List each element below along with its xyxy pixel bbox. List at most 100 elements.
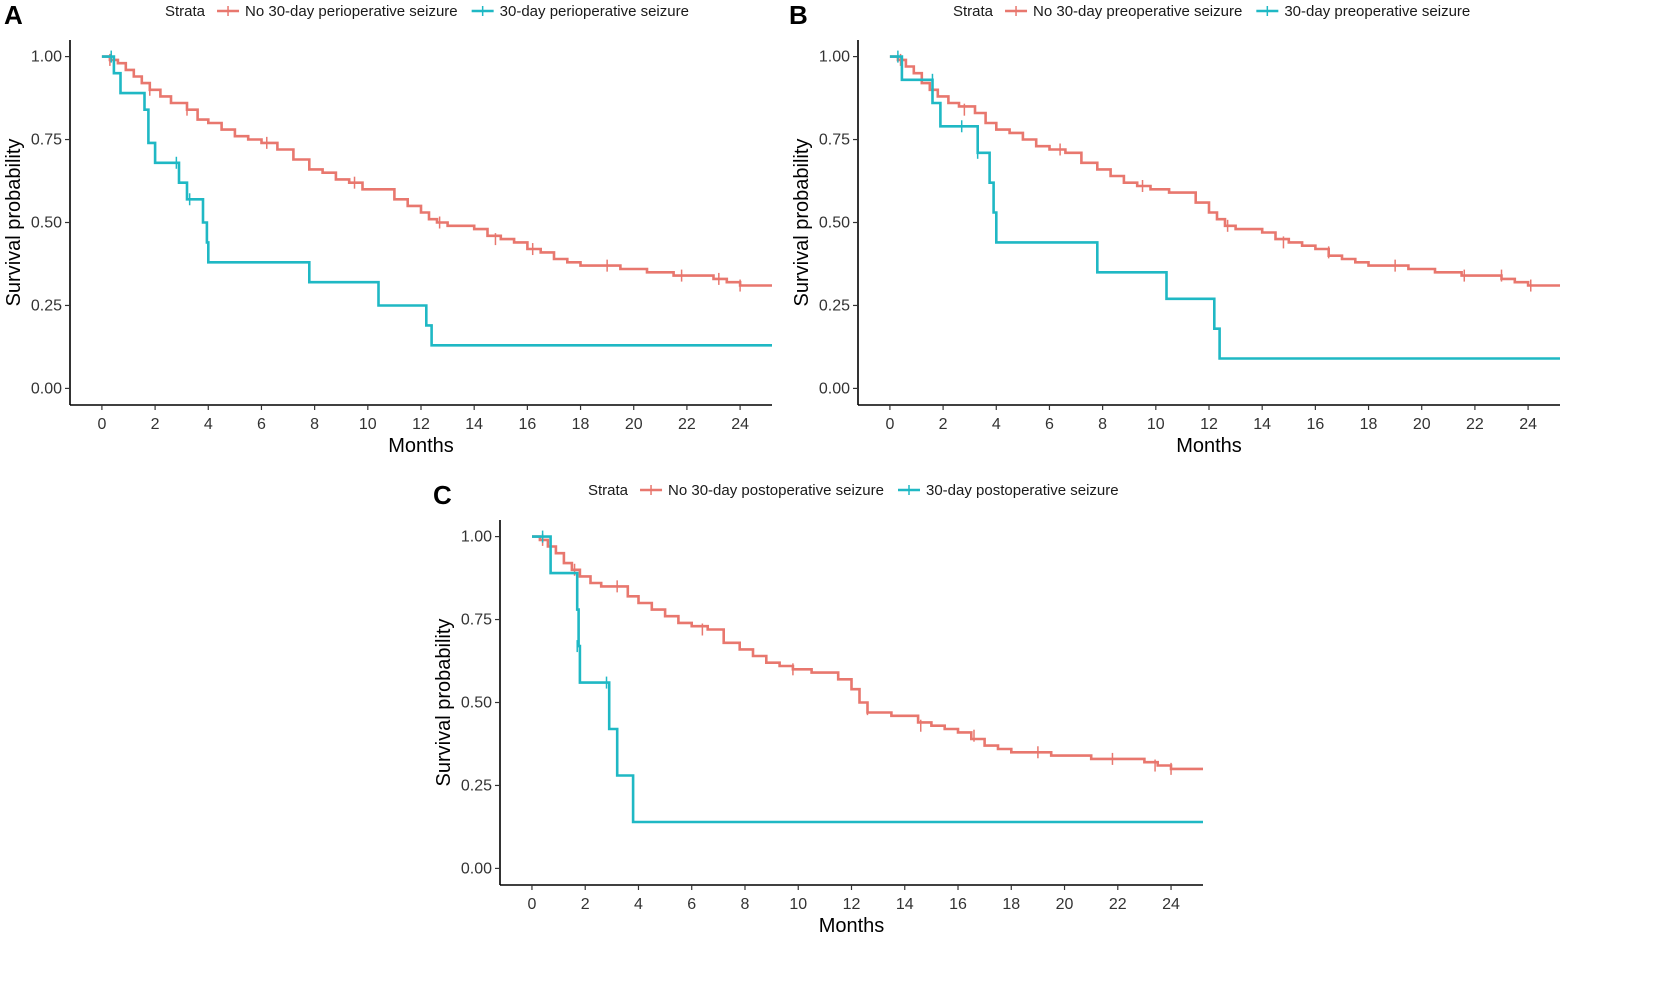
survival-curve [889,55,1560,287]
x-tick-label: 10 [1147,416,1165,433]
survival-curve [101,55,772,287]
y-tick-label: 0.75 [31,132,62,149]
y-tick-label: 0.50 [819,215,850,232]
x-tick-label: 18 [572,416,590,433]
y-axis-title: Survival probability [3,139,25,307]
legend: Strata No 30-day postoperative seizure 30-… [588,482,1119,499]
legend: Strata No 30-day perioperative seizure 30-… [165,3,689,20]
x-tick-label: 24 [731,416,749,433]
x-tick-label: 0 [528,896,537,913]
x-tick-label: 12 [412,416,430,433]
survival-curve [889,55,1560,360]
legend-label: No 30-day postoperative seizure [668,482,884,499]
x-tick-label: 14 [896,896,914,913]
y-tick-label: 0.00 [819,380,850,397]
y-tick-label: 1.00 [461,529,492,546]
x-tick-label: 0 [885,416,894,433]
legend-title: Strata [953,3,994,20]
x-tick-label: 2 [581,896,590,913]
x-tick-label: 20 [1056,896,1074,913]
p-value: p=0.002 [0,0,31,4]
x-tick-label: 6 [687,896,696,913]
legend-title: Strata [588,482,629,499]
x-axis-title: Months [819,915,885,937]
legend-label: 30-day postoperative seizure [926,482,1119,499]
series-no-seizure [889,53,1560,292]
series-no-seizure [101,53,772,292]
y-axis-title: Survival probability [791,139,813,307]
y-tick-label: 1.00 [31,49,62,66]
x-tick-label: 8 [310,416,319,433]
y-tick-label: 0.25 [819,297,850,314]
x-tick-label: 22 [1109,896,1127,913]
legend-item: No 30-day perioperative seizure [217,3,458,20]
x-tick-label: 12 [1200,416,1218,433]
series-seizure [889,50,1560,360]
panel-b: B Strata No 30-day preoperative seizure 30-… [0,0,1560,457]
x-tick-label: 6 [257,416,266,433]
y-tick-label: 0.25 [31,297,62,314]
x-tick-label: 4 [204,416,213,433]
legend-label: 30-day preoperative seizure [1284,3,1470,20]
x-tick-label: 22 [1466,416,1484,433]
x-tick-label: 22 [678,416,696,433]
x-tick-label: 18 [1002,896,1020,913]
y-tick-label: 0.25 [461,777,492,794]
panel-c: C Strata No 30-day postoperative seizure 30… [0,0,1203,937]
legend-item: 30-day postoperative seizure [898,482,1119,499]
x-tick-label: 16 [518,416,536,433]
x-tick-label: 10 [789,896,807,913]
y-axis-title: Survival probability [433,619,455,787]
x-tick-label: 2 [151,416,160,433]
legend: Strata No 30-day preoperative seizure 30-d… [953,3,1470,20]
survival-curve [532,535,1203,824]
survival-curve [532,535,1203,771]
y-tick-label: 0.00 [461,860,492,877]
legend-label: No 30-day preoperative seizure [1033,3,1242,20]
x-tick-label: 20 [625,416,643,433]
x-tick-label: 24 [1519,416,1537,433]
x-tick-label: 4 [992,416,1001,433]
panel-letter: A [4,0,23,30]
x-tick-label: 0 [97,416,106,433]
x-tick-label: 18 [1360,416,1378,433]
panel-a: A Strata No 30-day perioperative seizure 30… [0,0,772,457]
x-tick-label: 16 [949,896,967,913]
x-tick-label: 4 [634,896,643,913]
y-tick-label: 0.50 [31,215,62,232]
survival-curve [101,55,772,347]
legend-item: 30-day preoperative seizure [1256,3,1470,20]
y-tick-label: 0.00 [31,380,62,397]
x-tick-label: 14 [465,416,483,433]
series-no-seizure [532,533,1203,775]
p-value: p=0.005 [0,0,31,4]
legend-item: No 30-day preoperative seizure [1005,3,1242,20]
series-seizure [532,530,1203,824]
x-tick-label: 16 [1306,416,1324,433]
y-tick-label: 0.75 [461,612,492,629]
x-axis-title: Months [388,435,454,457]
x-tick-label: 20 [1413,416,1431,433]
x-tick-label: 8 [741,896,750,913]
panel-letter: C [433,480,452,510]
legend-item: No 30-day postoperative seizure [640,482,884,499]
legend-title: Strata [165,3,206,20]
y-tick-label: 0.50 [461,695,492,712]
legend-item: 30-day perioperative seizure [471,3,689,20]
x-tick-label: 6 [1045,416,1054,433]
x-tick-label: 12 [843,896,861,913]
legend-label: 30-day perioperative seizure [500,3,689,20]
panel-letter: B [789,0,808,30]
x-tick-label: 10 [359,416,377,433]
y-tick-label: 0.75 [819,132,850,149]
x-tick-label: 14 [1253,416,1271,433]
x-tick-label: 24 [1162,896,1180,913]
x-tick-label: 8 [1098,416,1107,433]
legend-label: No 30-day perioperative seizure [245,3,458,20]
p-value: p<0.001 [0,0,31,4]
x-tick-label: 2 [939,416,948,433]
y-tick-label: 1.00 [819,49,850,66]
series-seizure [101,50,772,347]
x-axis-title: Months [1176,435,1242,457]
